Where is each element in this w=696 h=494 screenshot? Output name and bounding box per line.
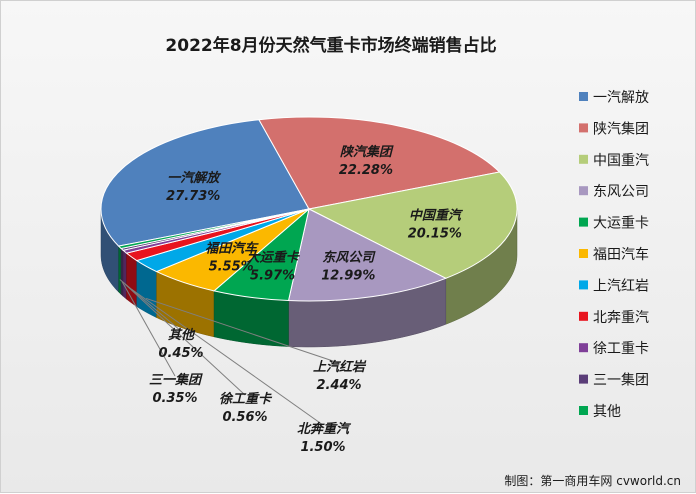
slice-2-value-label: 22.28% xyxy=(339,163,393,178)
legend-label-8: 北奔重汽 xyxy=(593,310,649,326)
chart-title: 2022年8月份天然气重卡市场终端销售占比 xyxy=(165,35,496,56)
legend-label-6: 福田汽车 xyxy=(593,246,649,263)
legend-swatch-11 xyxy=(579,406,588,415)
slice-9-value-label: 0.56% xyxy=(222,410,267,425)
slice-labels: 一汽解放 27.73% 陕汽集团 22.28% 中国重汽 20.15% 东风公司 12.99%… xyxy=(119,144,464,455)
slice-8-value-label: 1.50% xyxy=(300,440,345,455)
slice-1-name-label: 一汽解放 xyxy=(167,170,221,186)
legend-swatch-2 xyxy=(579,123,588,133)
slice-10-value-label: 0.35% xyxy=(152,391,197,406)
legend-label-9: 徐工重卡 xyxy=(593,341,649,357)
legend-label-2: 陕汽集团 xyxy=(593,120,649,137)
slice-4-value-label: 12.99% xyxy=(321,268,375,283)
legend-swatch-1 xyxy=(579,92,588,101)
slice-10-name-label: 三一集团 xyxy=(149,372,203,388)
slice-6-name-label: 福田汽车 xyxy=(205,240,259,256)
slice-3-value-label: 20.15% xyxy=(408,226,462,241)
legend-swatch-3 xyxy=(579,154,588,164)
slice-10-leader-line xyxy=(121,281,176,377)
pie-group xyxy=(100,116,518,348)
slice-11-side xyxy=(118,245,122,296)
legend-swatch-9 xyxy=(579,343,588,353)
slice-3-name-label: 中国重汽 xyxy=(409,207,464,223)
slice-9-side xyxy=(122,249,127,300)
slice-5-value-label: 5.97% xyxy=(250,269,295,284)
slice-11-name-label: 其他 xyxy=(168,327,196,343)
legend-label-7: 上汽红岩 xyxy=(593,278,649,294)
slice-7-value-label: 2.44% xyxy=(316,378,361,393)
legend-label-11: 其他 xyxy=(593,404,621,420)
slice-1-value-label: 27.73% xyxy=(166,189,220,204)
legend-swatch-8 xyxy=(579,311,588,321)
slice-4-top xyxy=(287,208,448,302)
slice-11-top xyxy=(117,208,310,250)
slice-10-side xyxy=(120,247,124,297)
slice-7-leader-line xyxy=(145,297,340,364)
legend-swatch-7 xyxy=(579,280,588,290)
slice-3-top xyxy=(307,171,518,279)
legend-swatch-5 xyxy=(579,217,588,227)
legend-label-5: 大运重卡 xyxy=(593,216,649,232)
legend-label-4: 东风公司 xyxy=(593,184,649,200)
slice-7-name-label: 上汽红岩 xyxy=(313,359,367,375)
legend-swatch-10 xyxy=(579,374,588,384)
source-note: 制图：第一商用车网 cvworld.cn xyxy=(504,473,681,488)
slice-1-top xyxy=(100,119,310,247)
slice-11-value-label: 0.45% xyxy=(158,346,203,361)
legend-swatch-4 xyxy=(579,186,588,196)
legend-label-10: 三一集团 xyxy=(593,372,649,389)
slice-5-name-label: 大运重卡 xyxy=(247,250,301,266)
slice-4-name-label: 东风公司 xyxy=(322,249,376,265)
slice-9-name-label: 徐工重卡 xyxy=(219,391,273,407)
legend-label-3: 中国重汽 xyxy=(593,153,649,169)
legend-label-1: 一汽解放 xyxy=(593,90,649,106)
slice-2-top xyxy=(258,116,501,210)
slice-11-leader-line xyxy=(119,279,182,332)
slice-6-value-label: 5.55% xyxy=(209,259,254,274)
legend: 一汽解放陕汽集团中国重汽东风公司大运重卡福田汽车上汽红岩北奔重汽徐工重卡三一集团… xyxy=(579,90,649,420)
legend-swatch-6 xyxy=(579,249,588,258)
slice-9-leader-line xyxy=(124,283,246,396)
slice-2-name-label: 陕汽集团 xyxy=(340,144,394,160)
slice-8-leader-line xyxy=(131,288,324,426)
slice-8-name-label: 北奔重汽 xyxy=(297,421,352,437)
